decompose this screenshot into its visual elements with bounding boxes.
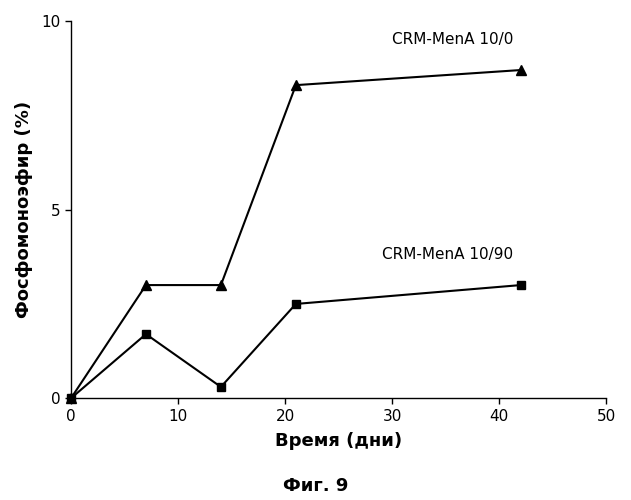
Y-axis label: Фосфомоноэфир (%): Фосфомоноэфир (%): [15, 101, 33, 318]
Text: CRM-MenA 10/0: CRM-MenA 10/0: [392, 32, 514, 46]
X-axis label: Время (дни): Время (дни): [275, 432, 402, 450]
Text: Фиг. 9: Фиг. 9: [283, 477, 348, 495]
Text: CRM-MenA 10/90: CRM-MenA 10/90: [382, 246, 512, 262]
